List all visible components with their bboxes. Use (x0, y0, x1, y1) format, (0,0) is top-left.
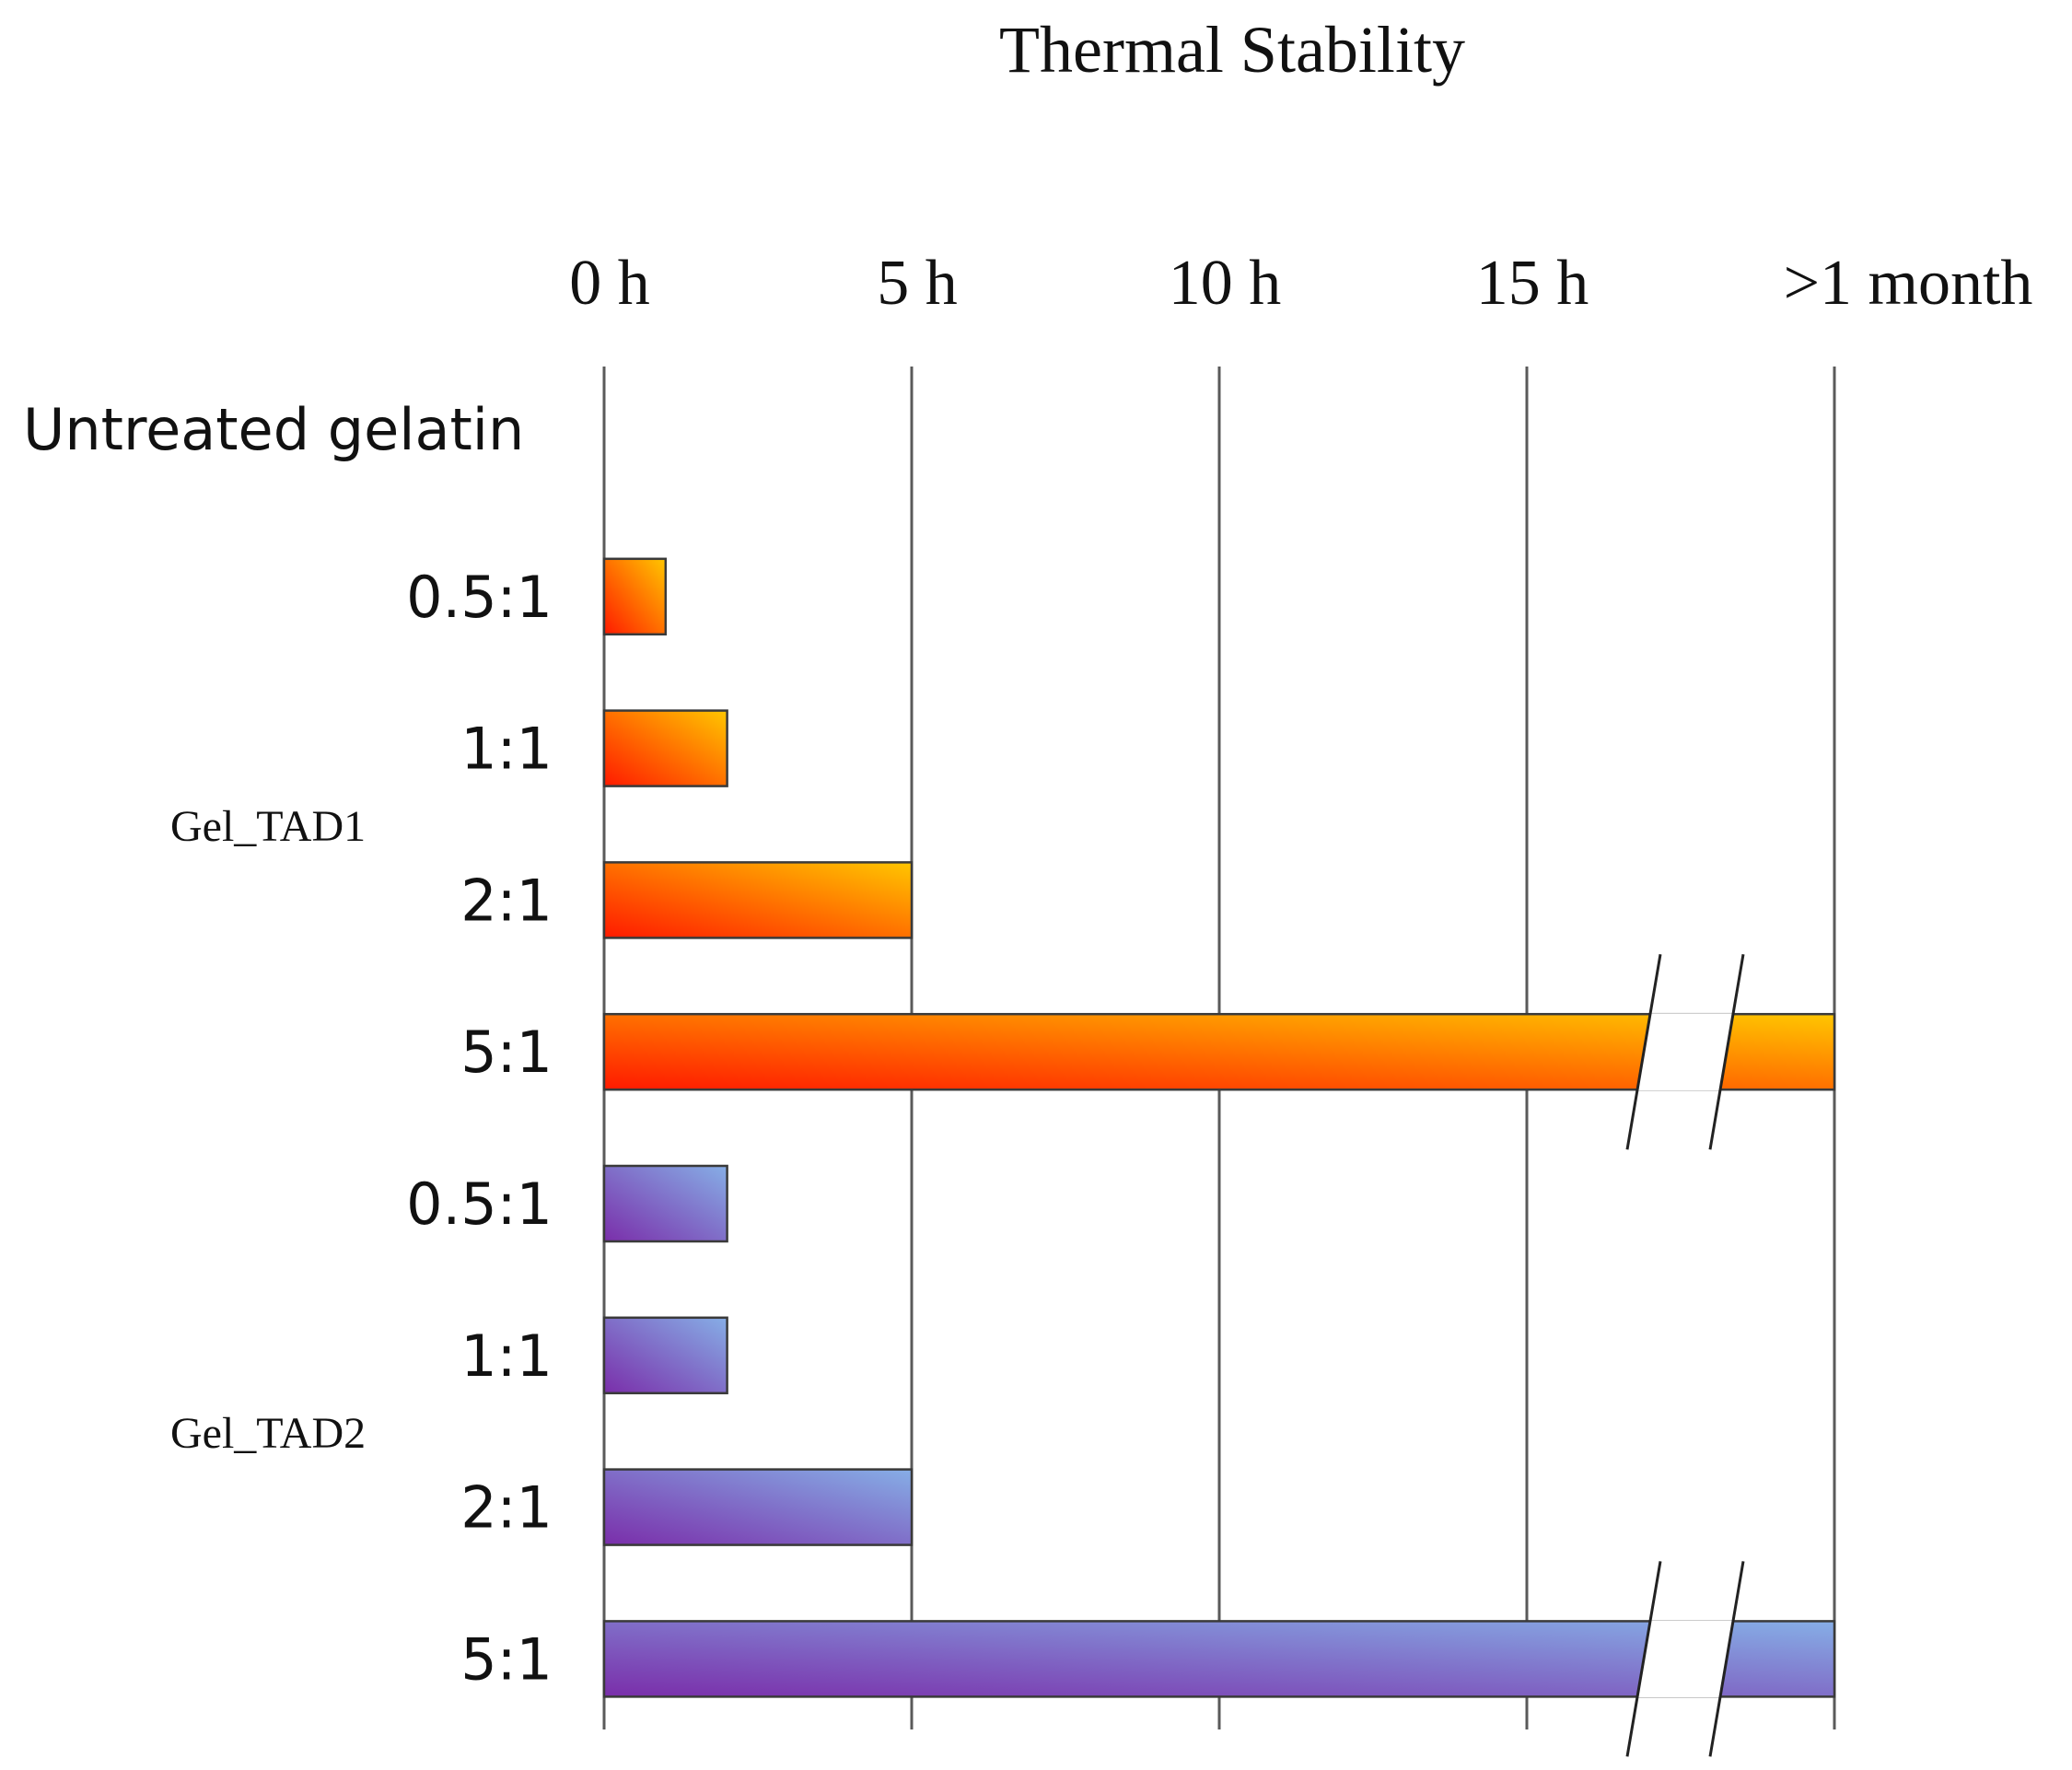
axis-break-mark (1625, 953, 1662, 1150)
bar-gel_tad2-5-1 (602, 1620, 1836, 1698)
category-label: 2:1 (460, 867, 553, 934)
category-label: Untreated gelatin (23, 396, 524, 463)
axis-break-mark (1708, 953, 1745, 1150)
category-label: 5:1 (460, 1019, 553, 1086)
x-axis-ticks: 0 h 5 h 10 h 15 h >1 month (569, 248, 2032, 319)
group-label-gel_tad2: Gel_TAD2 (170, 1409, 366, 1458)
group-label-gel_tad1: Gel_TAD1 (170, 802, 366, 851)
category-label: 0.5:1 (406, 564, 553, 631)
x-tick-label: 10 h (1169, 248, 1282, 319)
category-labels: Untreated gelatin 0.5:1 1:1 2:1 5:1 0.5:1 1:1 2… (23, 396, 553, 1693)
x-tick-label: >1 month (1784, 248, 2033, 319)
group-labels: Gel_TAD1 Gel_TAD2 (170, 802, 366, 1458)
bar-gel_tad1-0-5-1 (602, 557, 668, 636)
bar-gel_tad2-0-5-1 (602, 1164, 728, 1243)
category-label: 1:1 (460, 1322, 553, 1390)
category-label: 0.5:1 (406, 1170, 553, 1238)
bars (602, 557, 1836, 1757)
axis-break-gap (1636, 1013, 1734, 1091)
x-tick-label: 5 h (877, 248, 958, 319)
axis-break-mark (1625, 1561, 1662, 1757)
bar-gel_tad2-1-1 (602, 1316, 728, 1395)
axis-break-mark (1708, 1561, 1745, 1757)
x-tick-label: 15 h (1476, 248, 1589, 319)
bar-gel_tad1-1-1 (602, 709, 728, 787)
bar-gel_tad2-2-1 (602, 1468, 914, 1546)
axis-break-gap (1636, 1620, 1734, 1698)
category-label: 2:1 (460, 1474, 553, 1542)
category-label: 1:1 (460, 716, 553, 783)
bar-gel_tad1-2-1 (602, 861, 914, 939)
chart-title: Thermal Stability (999, 13, 1465, 87)
bar-gel_tad1-5-1 (602, 1012, 1836, 1091)
category-label: 5:1 (460, 1625, 553, 1693)
x-tick-label: 0 h (569, 248, 650, 319)
